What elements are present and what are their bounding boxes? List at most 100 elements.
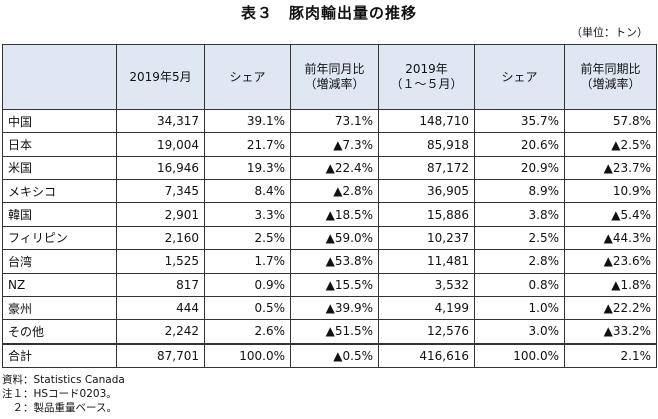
row-yoy-period: ▲22.2%	[564, 295, 657, 321]
header-yoy-period-line1: 前年同期比	[580, 62, 641, 76]
header-yoy-period-line2: （増減率）	[580, 77, 641, 91]
table-row: フィリピン 2,160 2.5% ▲59.0% 10,237 2.5% ▲44.3%	[2, 225, 657, 251]
table-row: 豪州 444 0.5% ▲39.9% 4,199 1.0% ▲22.2%	[2, 295, 657, 321]
table-row: 中国 34,317 39.1% 73.1% 148,710 35.7% 57.8%	[2, 108, 657, 134]
total-row: 合計 87,701 100.0% ▲0.5% 416,616 100.0% 2.…	[2, 342, 657, 368]
row-share-month: 1.7%	[204, 249, 291, 274]
row-yoy-period: ▲2.5%	[564, 132, 657, 157]
row-share-month: 2.6%	[204, 319, 291, 345]
footnote-source: 資料：Statistics Canada	[2, 374, 125, 386]
row-share-month: 39.1%	[204, 108, 291, 134]
total-ytd: 416,616	[378, 342, 475, 368]
row-yoy-month: ▲15.5%	[290, 272, 379, 297]
row-name: 豪州	[2, 295, 117, 321]
row-share-ytd: 8.9%	[474, 179, 565, 204]
row-yoy-period: ▲5.4%	[564, 202, 657, 227]
row-may: 444	[116, 295, 205, 321]
header-ytd-line1: 2019年	[405, 62, 448, 76]
row-share-ytd: 20.9%	[474, 155, 565, 181]
total-share-ytd: 100.0%	[474, 342, 565, 368]
table-row: 韓国 2,901 3.3% ▲18.5% 15,886 3.8% ▲5.4%	[2, 202, 657, 227]
table-row: 日本 19,004 21.7% ▲7.3% 85,918 20.6% ▲2.5%	[2, 132, 657, 157]
row-share-ytd: 3.8%	[474, 202, 565, 227]
header-ytd-2019: 2019年 （１～５月）	[378, 44, 475, 110]
row-ytd: 87,172	[378, 155, 475, 181]
row-ytd: 12,576	[378, 319, 475, 345]
header-country	[2, 44, 117, 110]
row-share-month: 8.4%	[204, 179, 291, 204]
total-yoy-period: 2.1%	[564, 342, 657, 368]
row-yoy-month: 73.1%	[290, 108, 379, 134]
row-name: フィリピン	[2, 225, 117, 251]
pork-export-table: 2019年5月 シェア 前年同月比 （増減率） 2019年 （１～５月） シェア…	[2, 44, 657, 368]
row-may: 2,901	[116, 202, 205, 227]
row-yoy-period: 10.9%	[564, 179, 657, 204]
header-row: 2019年5月 シェア 前年同月比 （増減率） 2019年 （１～５月） シェア…	[2, 44, 657, 110]
row-ytd: 10,237	[378, 225, 475, 251]
total-name: 合計	[2, 342, 117, 368]
table-row: メキシコ 7,345 8.4% ▲2.8% 36,905 8.9% 10.9%	[2, 179, 657, 204]
row-ytd: 148,710	[378, 108, 475, 134]
row-share-month: 2.5%	[204, 225, 291, 251]
row-yoy-month: ▲2.8%	[290, 179, 379, 204]
total-share-month: 100.0%	[204, 342, 291, 368]
row-may: 7,345	[116, 179, 205, 204]
row-yoy-period: ▲33.2%	[564, 319, 657, 345]
row-yoy-month: ▲39.9%	[290, 295, 379, 321]
row-yoy-period: ▲44.3%	[564, 225, 657, 251]
row-may: 1,525	[116, 249, 205, 274]
row-ytd: 11,481	[378, 249, 475, 274]
row-yoy-period: ▲1.8%	[564, 272, 657, 297]
row-share-month: 3.3%	[204, 202, 291, 227]
row-name: NZ	[2, 272, 117, 297]
total-may: 87,701	[116, 342, 205, 368]
unit-label: （単位：トン）	[571, 26, 648, 39]
row-name: メキシコ	[2, 179, 117, 204]
header-yoy-period: 前年同期比 （増減率）	[564, 44, 657, 110]
row-may: 817	[116, 272, 205, 297]
footnotes: 資料：Statistics Canada 注１：HSコード0203。 ２：製品重…	[2, 373, 125, 415]
row-may: 2,160	[116, 225, 205, 251]
row-yoy-month: ▲59.0%	[290, 225, 379, 251]
row-share-ytd: 2.5%	[474, 225, 565, 251]
row-yoy-period: ▲23.6%	[564, 249, 657, 274]
header-ytd-line2: （１～５月）	[390, 77, 463, 91]
table-row: 台湾 1,525 1.7% ▲53.8% 11,481 2.8% ▲23.6%	[2, 249, 657, 274]
row-yoy-month: ▲7.3%	[290, 132, 379, 157]
row-name: 米国	[2, 155, 117, 181]
row-share-month: 19.3%	[204, 155, 291, 181]
header-share-ytd: シェア	[474, 44, 565, 110]
row-share-ytd: 2.8%	[474, 249, 565, 274]
row-name: 中国	[2, 108, 117, 134]
row-yoy-month: ▲18.5%	[290, 202, 379, 227]
row-name: 日本	[2, 132, 117, 157]
row-yoy-month: ▲53.8%	[290, 249, 379, 274]
header-may-2019: 2019年5月	[116, 44, 205, 110]
row-share-month: 21.7%	[204, 132, 291, 157]
row-ytd: 4,199	[378, 295, 475, 321]
row-share-ytd: 0.8%	[474, 272, 565, 297]
row-name: その他	[2, 319, 117, 345]
table-title: 表３ 豚肉輸出量の推移	[240, 4, 417, 22]
header-yoy-month-line1: 前年同月比	[304, 62, 365, 76]
header-yoy-month: 前年同月比 （増減率）	[290, 44, 379, 110]
row-yoy-month: ▲51.5%	[290, 319, 379, 345]
row-name: 台湾	[2, 249, 117, 274]
row-share-ytd: 35.7%	[474, 108, 565, 134]
row-share-ytd: 1.0%	[474, 295, 565, 321]
row-may: 34,317	[116, 108, 205, 134]
header-share-month: シェア	[204, 44, 291, 110]
row-ytd: 3,532	[378, 272, 475, 297]
row-yoy-period: 57.8%	[564, 108, 657, 134]
row-ytd: 85,918	[378, 132, 475, 157]
row-share-ytd: 3.0%	[474, 319, 565, 345]
row-yoy-month: ▲22.4%	[290, 155, 379, 181]
table-row: その他 2,242 2.6% ▲51.5% 12,576 3.0% ▲33.2%	[2, 319, 657, 345]
row-name: 韓国	[2, 202, 117, 227]
row-yoy-period: ▲23.7%	[564, 155, 657, 181]
row-ytd: 36,905	[378, 179, 475, 204]
row-may: 19,004	[116, 132, 205, 157]
row-may: 2,242	[116, 319, 205, 345]
footnote-2: ２：製品重量ベース。	[2, 402, 117, 414]
row-ytd: 15,886	[378, 202, 475, 227]
